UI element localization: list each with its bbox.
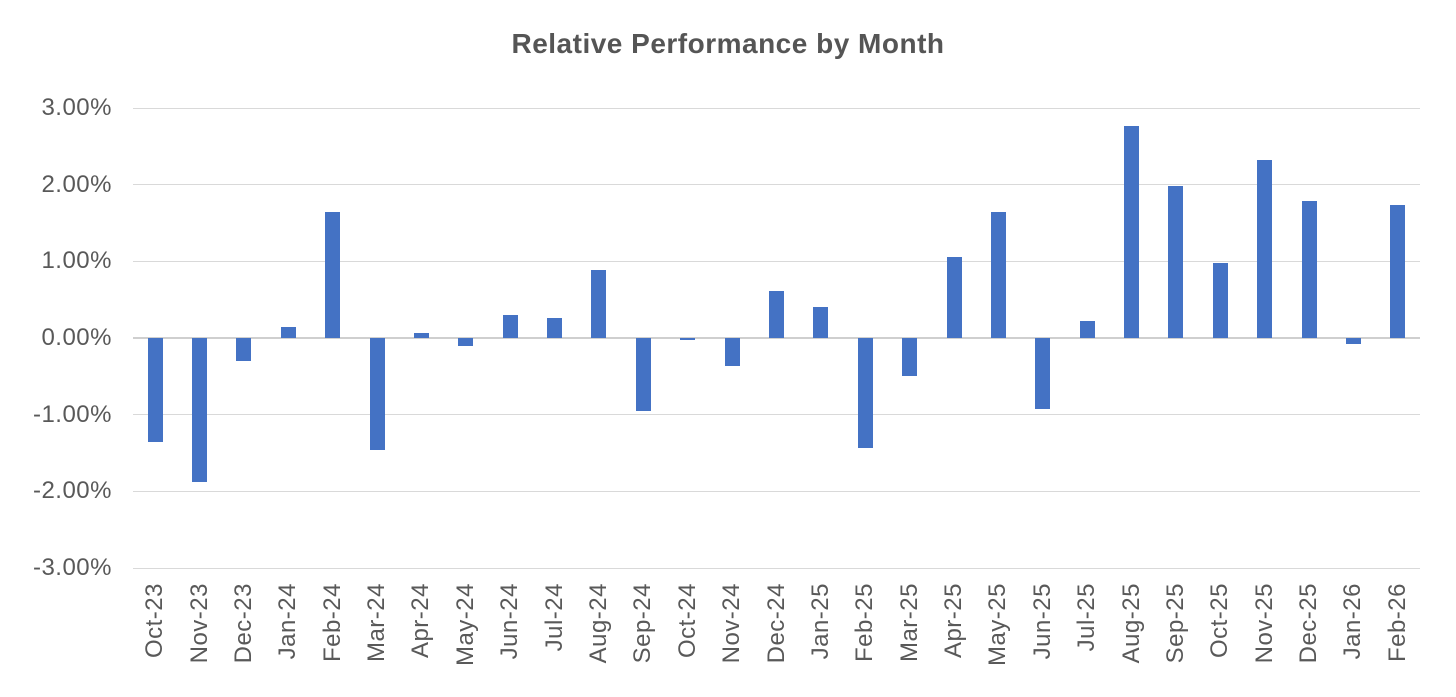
x-tick-label: Aug-24 xyxy=(584,583,612,664)
x-tick-label: Oct-23 xyxy=(141,583,169,659)
x-tick-label: Dec-24 xyxy=(762,583,790,664)
x-tick-label: Apr-25 xyxy=(940,583,968,659)
gridline xyxy=(133,414,1420,416)
bar-aug-24 xyxy=(591,269,607,338)
bar-apr-24 xyxy=(413,332,429,338)
bar-jul-24 xyxy=(547,318,563,338)
gridline xyxy=(133,260,1420,262)
bar-dec-24 xyxy=(769,291,784,338)
x-tick-label: Jan-24 xyxy=(274,583,302,660)
bar-may-24 xyxy=(458,338,474,346)
bar-jan-25 xyxy=(813,307,829,338)
bar-jan-26 xyxy=(1345,338,1361,345)
x-tick-label: Feb-24 xyxy=(318,583,346,663)
bar-sep-24 xyxy=(635,338,651,411)
gridline xyxy=(133,184,1420,186)
bar-jul-25 xyxy=(1079,321,1095,338)
x-tick-label: Mar-25 xyxy=(895,583,923,663)
x-tick-label: Jun-24 xyxy=(496,583,524,660)
bar-dec-23 xyxy=(236,338,252,361)
y-tick-label: 1.00% xyxy=(41,247,112,275)
y-tick-label: -3.00% xyxy=(32,554,112,581)
bar-aug-25 xyxy=(1124,126,1140,338)
y-tick-label: 0.00% xyxy=(41,324,112,351)
x-tick-label: Nov-23 xyxy=(185,583,213,664)
x-tick-label: Mar-24 xyxy=(363,583,391,663)
y-tick-label: 2.00% xyxy=(41,170,112,198)
bar-oct-23 xyxy=(147,338,163,443)
x-tick-label: Sep-24 xyxy=(629,583,657,664)
gridline xyxy=(133,107,1420,109)
x-tick-label: Apr-24 xyxy=(407,583,435,659)
x-tick-label: May-25 xyxy=(984,583,1012,667)
gridline xyxy=(133,567,1420,569)
x-tick-label: Sep-25 xyxy=(1161,583,1189,664)
x-tick-label: Nov-24 xyxy=(718,583,746,664)
bar-jun-25 xyxy=(1035,338,1051,409)
bar-oct-24 xyxy=(680,338,696,341)
x-tick-label: May-24 xyxy=(451,583,479,667)
bar-jan-24 xyxy=(280,327,296,338)
x-tick-label: Jul-25 xyxy=(1073,583,1101,652)
y-tick-label: -1.00% xyxy=(32,400,112,428)
bar-dec-25 xyxy=(1301,200,1317,338)
x-tick-label: Jan-25 xyxy=(806,583,834,660)
gridline xyxy=(133,490,1420,492)
bar-mar-25 xyxy=(902,338,918,376)
x-tick-label: Jul-24 xyxy=(540,583,568,652)
bar-nov-23 xyxy=(192,338,208,483)
x-tick-label: Feb-26 xyxy=(1383,583,1411,663)
bar-feb-24 xyxy=(325,212,341,338)
bar-mar-24 xyxy=(369,338,385,450)
bar-nov-24 xyxy=(724,338,740,366)
y-tick-label: -2.00% xyxy=(32,477,112,505)
x-tick-label: Dec-25 xyxy=(1295,583,1323,664)
bar-feb-26 xyxy=(1390,204,1406,338)
y-tick-label: 3.00% xyxy=(41,94,112,121)
bar-may-25 xyxy=(990,212,1006,338)
bar-jun-24 xyxy=(502,315,518,338)
bar-sep-25 xyxy=(1168,186,1184,338)
x-axis-line xyxy=(133,337,1420,339)
bar-nov-25 xyxy=(1257,160,1273,338)
x-tick-label: Jan-26 xyxy=(1339,583,1367,660)
bar-feb-25 xyxy=(857,338,873,449)
chart-title: Relative Performance by Month xyxy=(511,28,945,59)
bar-oct-25 xyxy=(1212,262,1228,338)
x-tick-label: Jun-25 xyxy=(1028,583,1056,660)
bar-apr-25 xyxy=(946,256,962,338)
x-tick-label: Dec-23 xyxy=(229,583,257,664)
x-tick-label: Oct-25 xyxy=(1206,583,1234,659)
x-tick-label: Nov-25 xyxy=(1250,583,1278,664)
x-tick-label: Feb-25 xyxy=(851,583,879,663)
x-tick-label: Oct-24 xyxy=(673,583,701,659)
x-tick-label: Aug-25 xyxy=(1117,583,1145,664)
